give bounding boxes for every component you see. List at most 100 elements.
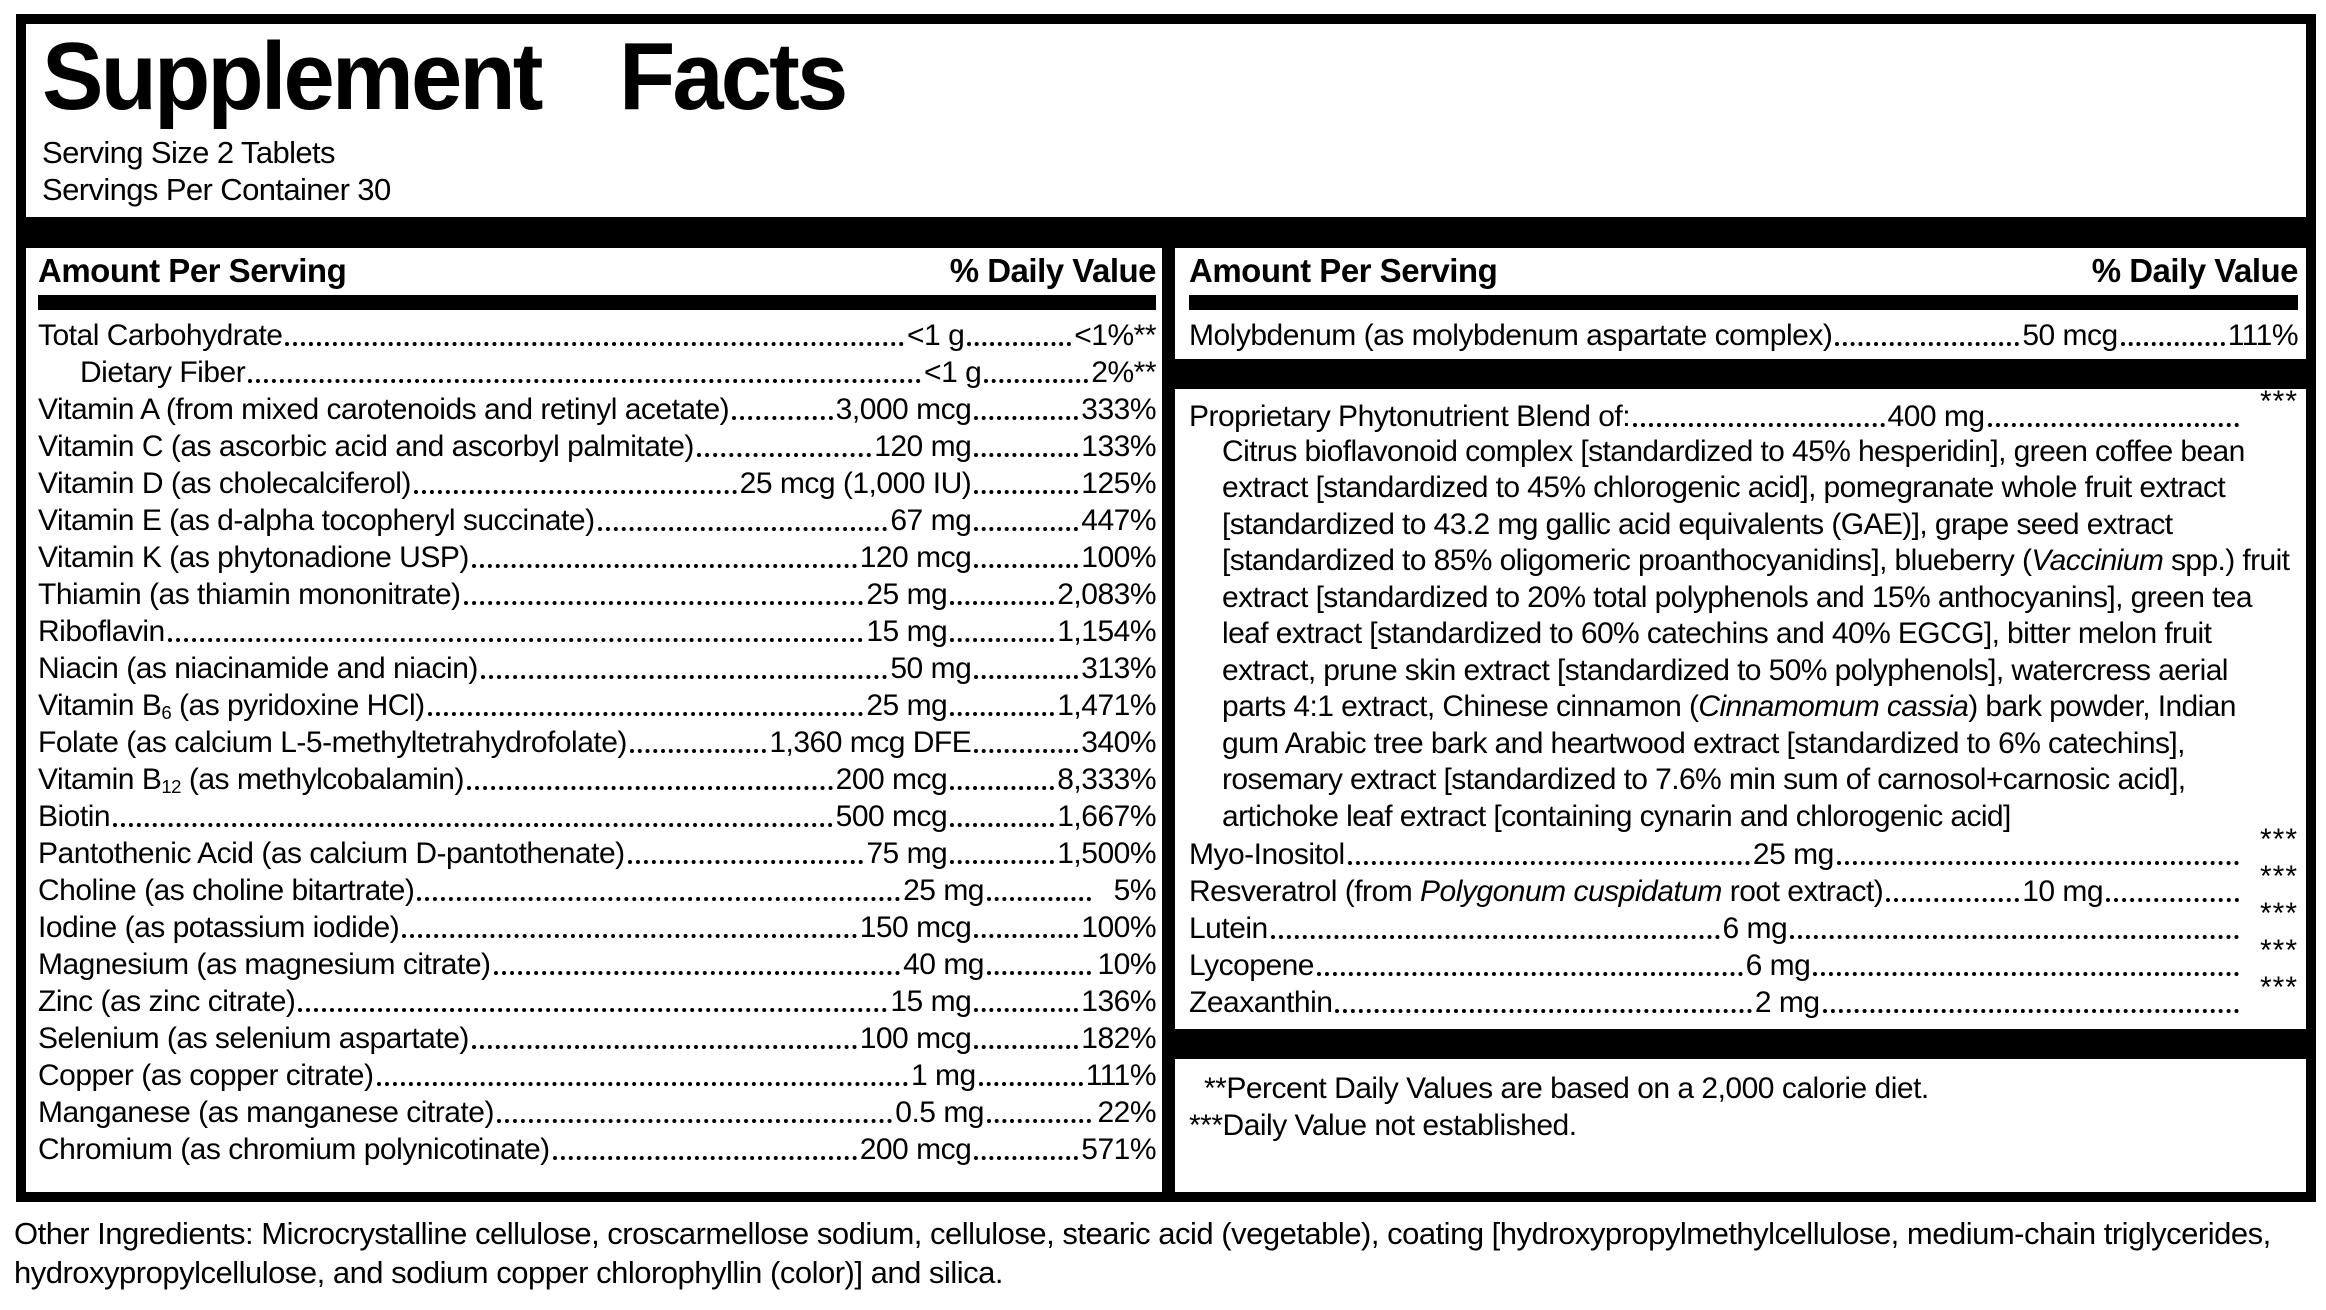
dot-leader <box>974 748 1079 753</box>
amount-value: 50 mg <box>890 651 972 685</box>
ingredient-name: Folate (as calcium L-5-methyltetrahydrof… <box>38 725 627 759</box>
dot-leader <box>298 1007 888 1012</box>
supplement-facts-panel: Supplement Facts Serving Size 2 Tablets … <box>16 14 2316 1202</box>
supplement-row: Resveratrol (from Polygonum cuspidatum r… <box>1189 860 2298 909</box>
supplement-row: Folate (as calcium L-5-methyltetrahydrof… <box>38 723 1156 760</box>
daily-value: 111% <box>1085 1058 1157 1092</box>
supplement-row: Riboflavin 15 mg 1,154% <box>38 612 1156 649</box>
right-column-header: Amount Per Serving % Daily Value <box>1189 248 2299 310</box>
ingredient-name: Selenium (as selenium aspartate) <box>38 1021 469 1055</box>
supplement-row: Chromium (as chromium polynicotinate) 200… <box>38 1130 1156 1167</box>
daily-value: <1%** <box>1074 318 1156 352</box>
supplement-row: Molybdenum (as molybdenum aspartate comp… <box>1189 316 2299 353</box>
ingredient-name: Biotin <box>38 799 111 833</box>
daily-value: 1,154% <box>1057 614 1156 648</box>
amount-value: 25 mg <box>866 688 948 722</box>
dot-leader <box>974 415 1079 420</box>
amount-value: 500 mcg <box>835 799 948 833</box>
dot-leader <box>987 970 1091 975</box>
dot-leader <box>1835 341 2020 346</box>
amount-value: 25 mg <box>1752 838 1834 872</box>
daily-value: *** <box>2259 384 2299 418</box>
supplement-row: Vitamin B6 (as pyridoxine HCl) 25 mg 1,471… <box>38 686 1156 723</box>
daily-value: 1,471% <box>1057 688 1156 722</box>
supplement-row: Dietary Fiber <1 g 2%** <box>38 353 1156 390</box>
dot-leader <box>463 600 864 605</box>
dot-leader <box>471 563 857 568</box>
other-ingredients-text: Other Ingredients: Microcrystalline cell… <box>14 1216 2271 1290</box>
ingredient-name: Thiamin (as thiamin mononitrate) <box>38 577 461 611</box>
dot-leader <box>974 452 1079 457</box>
daily-value: 340% <box>1081 725 1156 759</box>
daily-value: 333% <box>1081 392 1156 426</box>
dot-leader <box>950 822 1055 827</box>
amount-value: 50 mcg <box>2022 318 2118 352</box>
ingredient-name: Resveratrol (from Polygonum cuspidatum r… <box>1189 875 1884 909</box>
ingredient-name: Vitamin B12 (as methylcobalamin) <box>38 762 464 797</box>
supplement-row: Niacin (as niacinamide and niacin) 50 mg 3… <box>38 649 1156 686</box>
blend-description: Citrus bioflavonoid complex [standardize… <box>1222 434 2290 833</box>
dot-leader <box>978 1081 1083 1086</box>
daily-value: 136% <box>1081 984 1156 1018</box>
daily-value: 8,333% <box>1057 762 1156 796</box>
supplement-row: Biotin 500 mcg 1,667% <box>38 797 1156 834</box>
amount-value: 2 mg <box>1754 986 1820 1020</box>
dot-leader <box>417 896 901 901</box>
dot-leader <box>1270 935 1720 940</box>
amount-value: 1,360 mcg DFE <box>769 725 972 759</box>
supplement-row: Copper (as copper citrate) 1 mg 111% <box>38 1056 1157 1093</box>
amount-value: 200 mcg <box>835 762 948 796</box>
amount-value: <1 g <box>924 355 982 389</box>
amount-value: 15 mg <box>866 614 948 648</box>
dot-leader <box>402 933 857 938</box>
dot-leader <box>413 489 737 494</box>
amount-value: 1 mg <box>911 1058 976 1092</box>
ingredient-name: Vitamin A (from mixed carotenoids and re… <box>38 392 730 426</box>
dot-leader <box>987 1118 1091 1123</box>
molybdenum-row-container: Molybdenum (as molybdenum aspartate comp… <box>1189 316 2299 353</box>
dot-leader <box>974 1007 1079 1012</box>
daily-value: *** <box>2259 860 2299 894</box>
dot-leader <box>974 563 1079 568</box>
ingredient-name: Magnesium (as magnesium citrate) <box>38 947 491 981</box>
daily-value: 10% <box>1097 947 1156 981</box>
supplement-row: Manganese (as manganese citrate) 0.5 mg 22… <box>38 1093 1157 1130</box>
amount-value: <1 g <box>907 318 965 352</box>
daily-value: 125% <box>1081 466 1156 500</box>
ingredient-name: Zeaxanthin <box>1189 986 1333 1020</box>
ingredient-name: Copper (as copper citrate) <box>38 1058 374 1092</box>
dot-leader <box>1813 972 2240 977</box>
supplement-row: Lycopene 6 mg *** <box>1189 934 2298 983</box>
daily-value: 111% <box>2227 318 2299 352</box>
ingredient-name: Vitamin C (as ascorbic acid and ascorbyl… <box>38 429 694 463</box>
amount-value: 150 mcg <box>859 910 972 944</box>
daily-value: *** <box>2259 934 2299 968</box>
ingredient-name: Vitamin B6 (as pyridoxine HCl) <box>38 688 425 723</box>
serving-size: Serving Size 2 Tablets <box>42 134 336 170</box>
supplement-row: Zeaxanthin 2 mg *** <box>1189 971 2298 1020</box>
dot-leader <box>1886 898 2020 903</box>
ingredient-name: Iodine (as potassium iodide) <box>38 910 400 944</box>
amount-value: 15 mg <box>890 984 972 1018</box>
page-title: Supplement Facts <box>42 23 848 130</box>
amount-value: 25 mg <box>903 873 984 907</box>
footnote-daily-values: **Percent Daily Values are based on a 2,… <box>1204 1072 1929 1106</box>
ingredient-name: Vitamin D (as cholecalciferol) <box>38 466 411 500</box>
dot-leader <box>1790 935 2240 940</box>
daily-value: *** <box>2259 971 2299 1005</box>
right-rows: Myo-Inositol 25 mg *** Resveratrol (from Po… <box>1189 823 2298 1020</box>
daily-value-header: % Daily Value <box>949 252 1157 290</box>
dot-leader <box>974 1044 1079 1049</box>
daily-value: 447% <box>1081 503 1156 537</box>
daily-value: 313% <box>1081 651 1156 685</box>
supplement-row: Zinc (as zinc citrate) 15 mg 136% <box>38 982 1156 1019</box>
supplement-row: Proprietary Phytonutrient Blend of: 400 m… <box>1189 385 2298 434</box>
amount-value: 75 mg <box>866 836 948 870</box>
supplement-row: Vitamin D (as cholecalciferol) 25 mcg (1,… <box>38 464 1156 501</box>
supplement-row: Iodine (as potassium iodide) 150 mcg 100% <box>38 908 1156 945</box>
daily-value: 182% <box>1081 1021 1156 1055</box>
header-block: Supplement Facts Serving Size 2 Tablets … <box>26 24 2306 208</box>
dot-leader <box>480 674 888 679</box>
blend-row-container: Proprietary Phytonutrient Blend of: 400 m… <box>1189 385 2298 434</box>
dot-leader <box>627 859 864 864</box>
